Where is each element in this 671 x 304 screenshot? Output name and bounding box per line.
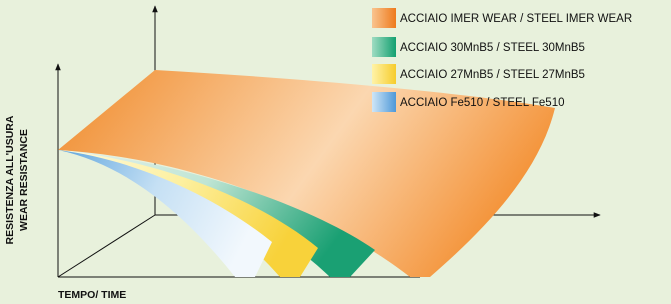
legend-swatch [372,92,396,112]
legend-label: ACCIAIO IMER WEAR / STEEL IMER WEAR [400,13,632,25]
y-axis-label: RESISTENZA ALL'USURA [4,115,16,244]
legend-swatch [372,37,396,57]
diagram: ACCIAIO IMER WEAR / STEEL IMER WEAR ACCI… [0,0,671,304]
legend-swatch [372,8,396,28]
legend-swatch [372,64,396,84]
legend-label: ACCIAIO 27MnB5 / STEEL 27MnB5 [400,69,585,81]
legend-label: ACCIAIO Fe510 / STEEL Fe510 [400,97,564,109]
x-axis-label: TEMPO/ TIME [58,289,126,301]
y-axis-label: WEAR RESISTANCE [18,129,30,231]
legend: ACCIAIO IMER WEAR / STEEL IMER WEAR ACCI… [372,8,632,112]
legend-label: ACCIAIO 30MnB5 / STEEL 30MnB5 [400,42,585,54]
